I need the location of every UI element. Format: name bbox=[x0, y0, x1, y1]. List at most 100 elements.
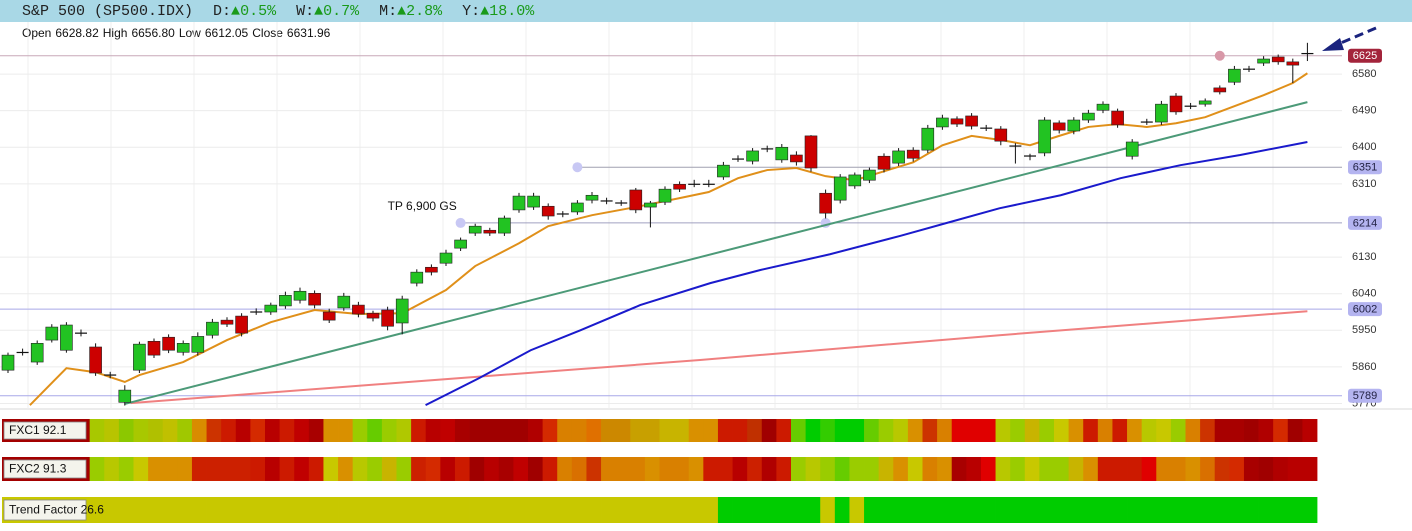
candle-body bbox=[556, 213, 569, 215]
strip-cell bbox=[265, 457, 281, 481]
ohlc-readout: Open 6628.82 High 6656.80 Low 6612.05 Close 663… bbox=[22, 26, 330, 40]
candle-body bbox=[498, 217, 511, 234]
strip-cell bbox=[1302, 497, 1318, 523]
strip-cell bbox=[820, 497, 836, 523]
strip-cell bbox=[1141, 457, 1157, 481]
candle-body bbox=[176, 343, 190, 353]
strip-cell bbox=[1112, 497, 1128, 523]
strip-cell bbox=[1097, 419, 1113, 442]
strip-cell bbox=[586, 497, 602, 523]
strip-cell bbox=[893, 419, 909, 442]
strip-cell bbox=[864, 457, 880, 481]
y-tick-label: 6040 bbox=[1352, 288, 1376, 300]
strip-cell bbox=[162, 497, 178, 523]
strip-cell bbox=[644, 497, 660, 523]
strip-cell bbox=[177, 419, 193, 442]
level-label: 6625 bbox=[1353, 50, 1377, 62]
strip-cell bbox=[674, 419, 690, 442]
change: D:▲0.5% bbox=[213, 3, 276, 20]
strip-cell bbox=[1039, 419, 1055, 442]
candle-body bbox=[1024, 155, 1036, 157]
strip-cell bbox=[148, 419, 164, 442]
level-label: 6214 bbox=[1353, 217, 1377, 229]
strip-cell bbox=[732, 497, 748, 523]
strip-cell bbox=[265, 497, 281, 523]
candle-body bbox=[921, 127, 935, 151]
strip-cell bbox=[717, 457, 733, 481]
candle-body bbox=[732, 158, 744, 160]
strip-cell bbox=[1024, 457, 1040, 481]
strip-cell bbox=[907, 419, 923, 442]
strip-cell bbox=[1141, 419, 1157, 442]
strip-cell bbox=[118, 497, 134, 523]
pointer-arrow bbox=[1322, 26, 1377, 51]
ohlc-label: Low bbox=[178, 26, 201, 40]
strip-cell bbox=[893, 457, 909, 481]
strip-cell bbox=[469, 497, 485, 523]
strip-cell bbox=[951, 497, 967, 523]
candle-body bbox=[337, 295, 351, 309]
strip-cell bbox=[484, 457, 500, 481]
candle-body bbox=[906, 149, 920, 159]
ma-line bbox=[124, 101, 1308, 405]
candle-body bbox=[994, 128, 1008, 142]
strip-cell bbox=[615, 497, 631, 523]
strip-cell bbox=[776, 457, 792, 481]
strip-cell bbox=[878, 497, 894, 523]
candle-body bbox=[950, 118, 964, 125]
strip-cell bbox=[980, 457, 996, 481]
strip-cell bbox=[834, 497, 850, 523]
strip-cell bbox=[148, 457, 164, 481]
strip-cell bbox=[659, 419, 675, 442]
strip-cell bbox=[1200, 497, 1216, 523]
strip-cell bbox=[542, 419, 558, 442]
strip-cell bbox=[1302, 419, 1318, 442]
strip-cell bbox=[864, 497, 880, 523]
strip-label: FXC1 92.1 bbox=[9, 423, 67, 437]
strip-cell bbox=[864, 419, 880, 442]
strip-cell bbox=[571, 497, 587, 523]
candle-body bbox=[673, 183, 686, 190]
candle-body bbox=[527, 195, 540, 208]
strip-cell bbox=[659, 497, 675, 523]
strip-cell bbox=[1127, 497, 1143, 523]
strip-cell bbox=[498, 457, 514, 481]
change-value: 18.0% bbox=[489, 2, 535, 20]
strip-cell bbox=[484, 419, 500, 442]
candle-body bbox=[483, 229, 497, 234]
candle-body bbox=[89, 346, 102, 374]
strip-cell bbox=[177, 497, 193, 523]
candle-body bbox=[1169, 95, 1183, 113]
candle-body bbox=[1096, 103, 1110, 111]
strip-cell bbox=[688, 457, 704, 481]
candle-body bbox=[425, 266, 438, 273]
strip-cell bbox=[118, 457, 134, 481]
candle-body bbox=[1038, 119, 1051, 154]
strip-cell bbox=[995, 419, 1011, 442]
candle-body bbox=[1052, 122, 1066, 131]
strip-cell bbox=[791, 419, 807, 442]
strip-cell bbox=[528, 457, 544, 481]
strip-cell bbox=[440, 419, 456, 442]
strip-cell bbox=[528, 419, 544, 442]
strip-cell bbox=[1273, 497, 1289, 523]
strip-cell bbox=[89, 457, 105, 481]
candle-body bbox=[1067, 119, 1081, 132]
level-dot bbox=[572, 162, 583, 173]
strip-cell bbox=[279, 419, 295, 442]
candle-body bbox=[541, 205, 555, 217]
candle-body bbox=[688, 183, 701, 185]
strip-cell bbox=[469, 419, 485, 442]
strip-cell bbox=[1068, 457, 1084, 481]
candle-body bbox=[206, 321, 219, 336]
strip-cell bbox=[411, 457, 427, 481]
strip-cell bbox=[966, 497, 982, 523]
candle-body bbox=[352, 304, 365, 315]
strip-cell bbox=[761, 419, 777, 442]
strip-cell bbox=[1185, 457, 1201, 481]
grid bbox=[0, 22, 1342, 409]
strip-cell bbox=[776, 419, 792, 442]
strip-cell bbox=[644, 419, 660, 442]
strip-cell bbox=[1156, 457, 1172, 481]
strip-cell bbox=[951, 457, 967, 481]
